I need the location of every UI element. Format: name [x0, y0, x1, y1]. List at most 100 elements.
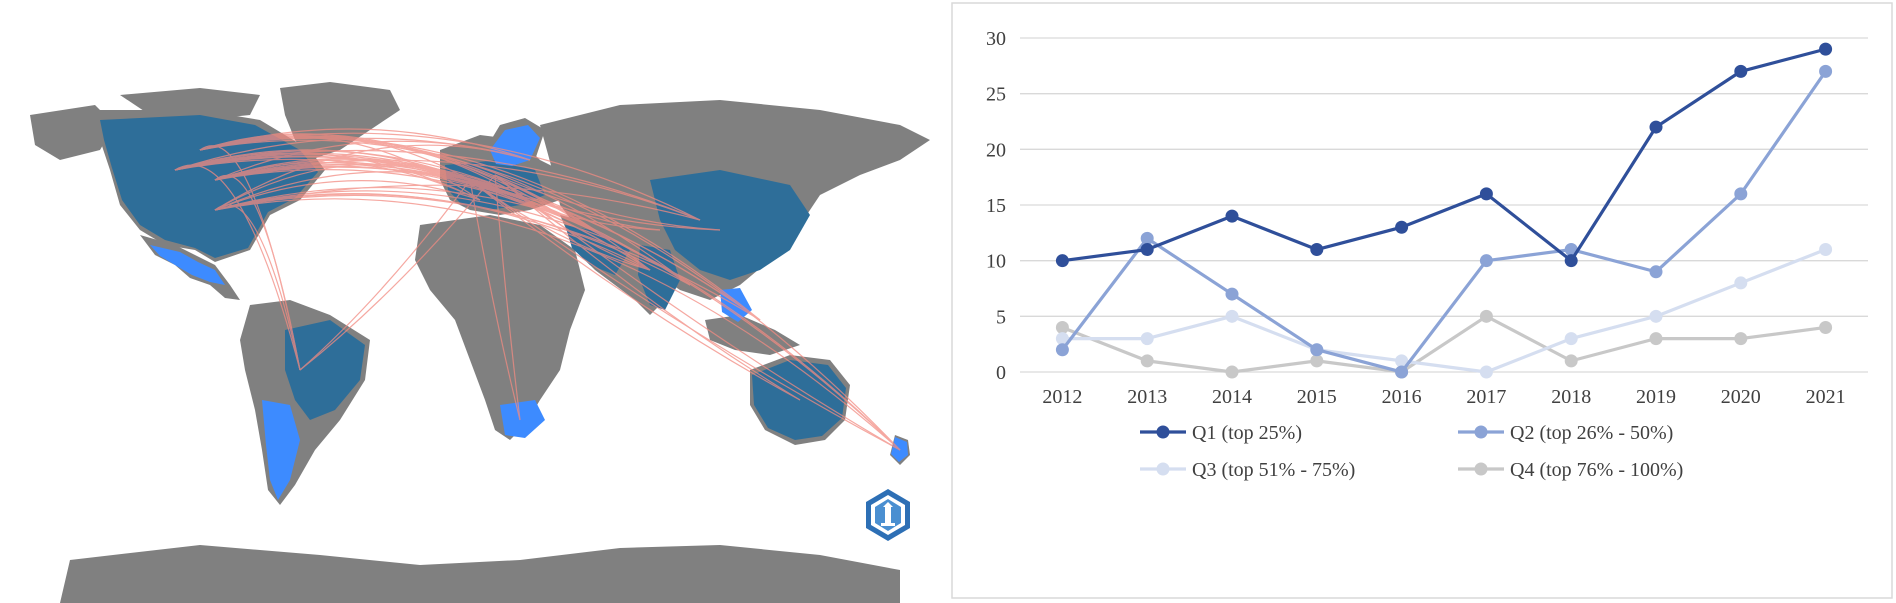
collaboration-link — [214, 198, 901, 451]
data-point — [1055, 254, 1069, 268]
collaboration-link — [214, 204, 301, 371]
collaboration-link — [469, 179, 521, 421]
collaboration-link — [469, 179, 651, 271]
legend-label: Q3 (top 51% - 75%) — [1192, 459, 1355, 481]
hexagon-lighthouse-icon — [866, 489, 910, 541]
series-q1 — [1055, 42, 1833, 268]
data-point — [1479, 187, 1493, 201]
data-point — [1734, 187, 1748, 201]
collaboration-link — [494, 174, 661, 231]
y-tick-label: 25 — [986, 84, 1006, 106]
legend-entry: Q4 (top 76% - 100%) — [1458, 459, 1683, 481]
country-brazil — [285, 320, 365, 420]
country-mexico — [150, 245, 225, 285]
data-point — [1564, 332, 1578, 346]
legend-entry: Q2 (top 26% - 50%) — [1458, 422, 1673, 444]
collaboration-link — [494, 174, 901, 451]
collaboration-link — [494, 174, 721, 231]
series-line — [1062, 47, 1827, 263]
data-point — [1140, 231, 1154, 245]
legend-entry: Q3 (top 51% - 75%) — [1140, 459, 1355, 481]
data-point — [1819, 42, 1833, 56]
data-point — [1225, 287, 1239, 301]
data-point — [1140, 354, 1154, 368]
x-tick-label: 2015 — [1297, 386, 1337, 408]
country-south-africa — [500, 400, 545, 438]
x-tick-label: 2013 — [1127, 386, 1167, 408]
data-point — [1734, 64, 1748, 78]
data-point — [1140, 243, 1154, 257]
x-tick-label: 2020 — [1721, 386, 1761, 408]
collaboration-link — [214, 180, 481, 211]
collaboration-link — [494, 174, 651, 271]
x-axis-tick-labels: 2012 2013 2014 2015 2016 2017 2018 2019 2020 2021 — [1042, 386, 1845, 408]
collaboration-link — [469, 179, 661, 231]
country-usa-canada — [100, 115, 318, 258]
journal-quartile-line-chart: 0 5 10 15 20 25 30 2012 2013 2014 2015 2016 2017 201… — [950, 0, 1896, 603]
y-tick-label: 10 — [986, 251, 1006, 273]
collaboration-link — [214, 169, 901, 451]
legend-label: Q1 (top 25%) — [1192, 422, 1302, 444]
country-china-asia — [650, 170, 810, 280]
collaboration-link — [199, 139, 901, 451]
data-point — [1649, 309, 1663, 323]
data-point — [1055, 343, 1069, 357]
data-point — [1564, 354, 1578, 368]
collaboration-link — [299, 179, 471, 371]
legend-entry: Q1 (top 25%) — [1140, 422, 1302, 444]
series-line — [1061, 70, 1827, 374]
collaboration-link — [214, 162, 561, 216]
legend-marker — [1474, 462, 1488, 476]
data-point — [1140, 332, 1154, 346]
data-point — [1649, 265, 1663, 279]
x-tick-label: 2019 — [1636, 386, 1676, 408]
collaboration-link — [199, 128, 531, 161]
y-axis-tick-labels: 0 5 10 15 20 25 30 — [986, 28, 1006, 384]
collaboration-link — [214, 165, 691, 286]
collaboration-link — [299, 174, 496, 371]
data-point — [1310, 343, 1324, 357]
series-line — [1062, 248, 1827, 374]
series-q2 — [1055, 64, 1833, 379]
legend-marker — [1474, 425, 1488, 439]
landmass-se-asia-islands — [705, 315, 800, 355]
data-point — [1395, 365, 1409, 379]
data-point — [1649, 120, 1663, 134]
series-q4 — [1055, 309, 1833, 379]
y-tick-label: 5 — [996, 306, 1006, 328]
world-collaboration-map — [0, 0, 945, 603]
data-point — [1479, 309, 1493, 323]
world-map-svg — [30, 82, 930, 603]
y-tick-label: 20 — [986, 139, 1006, 161]
x-tick-label: 2012 — [1042, 386, 1082, 408]
collaboration-link — [494, 174, 801, 401]
data-point — [1310, 354, 1324, 368]
y-tick-label: 15 — [986, 195, 1006, 217]
landmass-africa — [415, 215, 585, 440]
country-argentina-chile — [262, 400, 300, 500]
legend-marker — [1156, 425, 1170, 439]
x-tick-label: 2017 — [1466, 386, 1506, 408]
x-tick-label: 2014 — [1212, 386, 1252, 408]
collaboration-link — [214, 193, 691, 286]
data-point — [1225, 209, 1239, 223]
collaboration-link — [469, 179, 721, 231]
collaboration-link — [214, 161, 481, 201]
legend-label: Q2 (top 26% - 50%) — [1510, 422, 1673, 444]
data-point — [1819, 64, 1833, 78]
x-tick-label: 2021 — [1806, 386, 1846, 408]
data-point — [1055, 332, 1069, 346]
data-point — [1479, 365, 1493, 379]
collaboration-link — [214, 190, 611, 241]
collaboration-link — [214, 186, 561, 216]
legend-label: Q4 (top 76% - 100%) — [1510, 459, 1683, 481]
x-tick-label: 2016 — [1382, 386, 1422, 408]
data-point — [1310, 243, 1324, 257]
data-point — [1734, 276, 1748, 290]
data-point — [1564, 254, 1578, 268]
legend-marker — [1156, 462, 1170, 476]
data-point — [1819, 243, 1833, 257]
collaboration-links-layer — [174, 128, 901, 451]
collaboration-link — [199, 137, 691, 286]
collaboration-link — [469, 179, 801, 401]
